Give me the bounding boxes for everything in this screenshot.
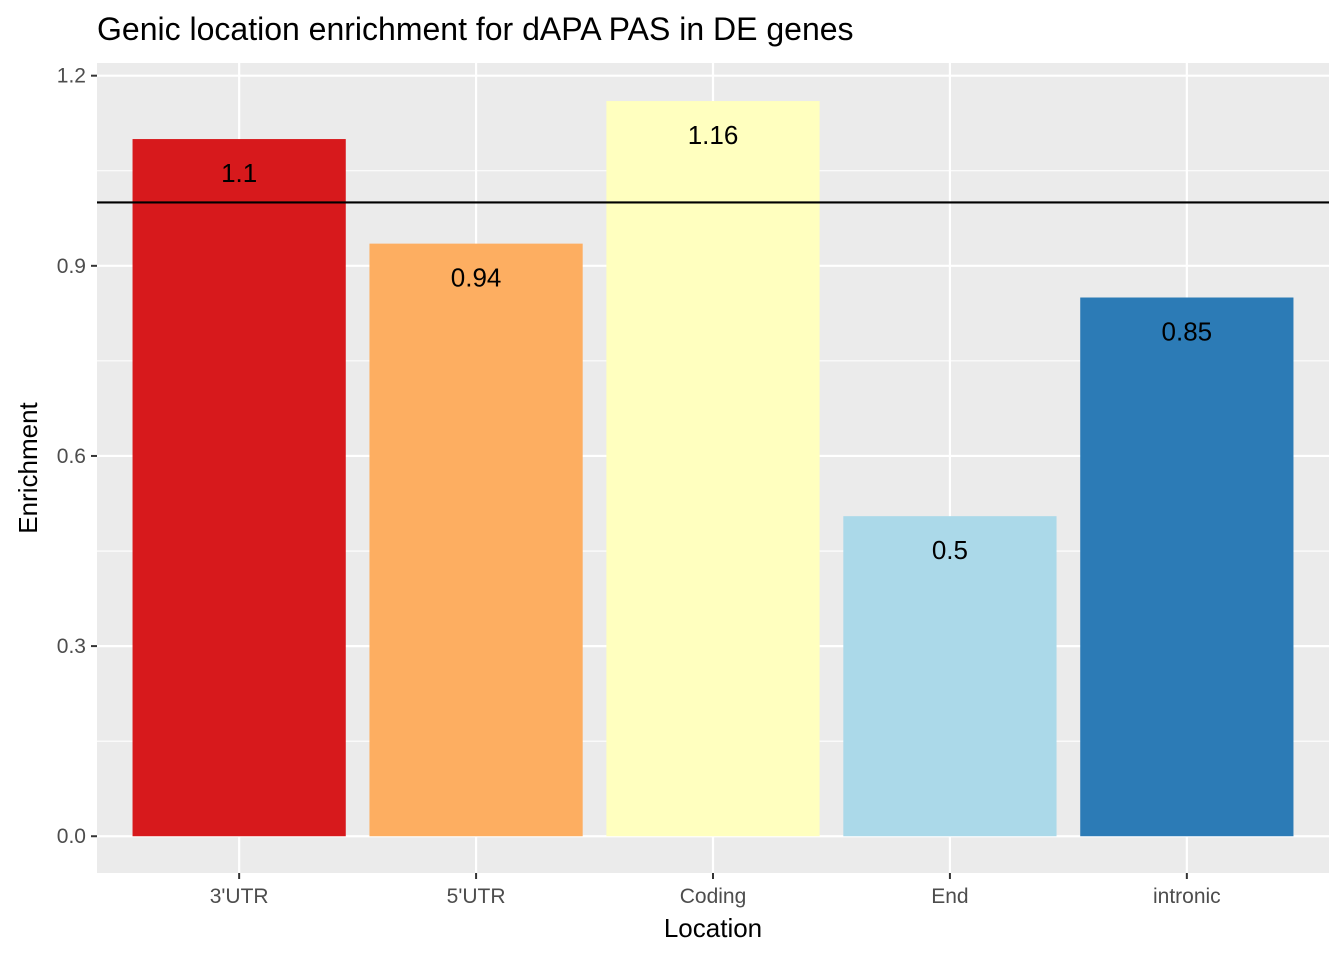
data-labels: 1.1 0.94 1.16 0.5 0.85 <box>221 120 1212 565</box>
data-label: 0.85 <box>1162 317 1213 347</box>
bar <box>1080 297 1294 837</box>
chart-title: Genic location enrichment for dAPA PAS i… <box>97 11 854 47</box>
x-tick-label: 3'UTR <box>210 885 269 908</box>
bar <box>132 139 346 837</box>
bar <box>369 243 583 837</box>
bars <box>132 101 1294 837</box>
data-label: 1.16 <box>688 120 739 150</box>
y-tick-label: 0.0 <box>57 825 86 848</box>
bar <box>606 101 820 837</box>
y-tick-label: 0.9 <box>57 255 86 278</box>
bar <box>843 516 1057 837</box>
x-axis: 3'UTR 5'UTR Coding End intronic <box>210 873 1221 908</box>
y-tick-label: 1.2 <box>57 65 86 88</box>
data-label: 1.1 <box>221 158 257 188</box>
y-tick-label: 0.6 <box>57 445 86 468</box>
y-axis-title: Enrichment <box>13 401 43 533</box>
x-tick-label: End <box>931 885 968 908</box>
x-tick-label: 5'UTR <box>447 885 506 908</box>
data-label: 0.94 <box>451 263 502 293</box>
x-tick-label: intronic <box>1153 885 1221 908</box>
x-tick-label: Coding <box>680 885 747 908</box>
y-axis: 0.0 0.3 0.6 0.9 1.2 <box>57 65 97 848</box>
x-axis-title: Location <box>664 913 762 943</box>
data-label: 0.5 <box>932 535 968 565</box>
y-tick-label: 0.3 <box>57 635 86 658</box>
